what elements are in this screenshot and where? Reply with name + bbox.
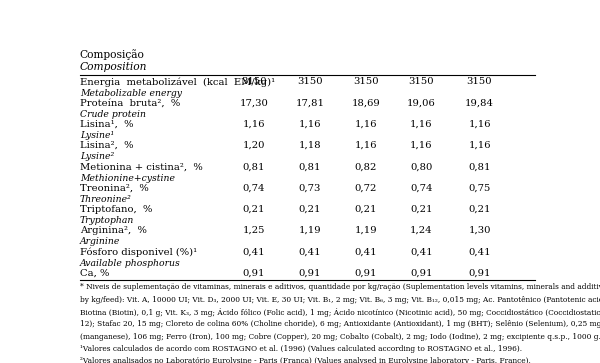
Text: (manganese), 106 mg; Ferro (Iron), 100 mg; Cobre (Copper), 20 mg; Cobalto (Cobal: (manganese), 106 mg; Ferro (Iron), 100 m…	[80, 333, 600, 340]
Text: 1,16: 1,16	[243, 120, 265, 129]
Text: 3150: 3150	[467, 77, 493, 86]
Text: 1,16: 1,16	[410, 141, 433, 150]
Text: 19,84: 19,84	[465, 99, 494, 107]
Text: 0,91: 0,91	[355, 269, 377, 278]
Text: Biotina (Biotin), 0,1 g; Vit. K₃, 3 mg; Ácido fólico (Folic acid), 1 mg; Ácido n: Biotina (Biotin), 0,1 g; Vit. K₃, 3 mg; …	[80, 308, 600, 317]
Text: 3150: 3150	[297, 77, 323, 86]
Text: 0,91: 0,91	[469, 269, 491, 278]
Text: 17,30: 17,30	[239, 99, 268, 107]
Text: 17,81: 17,81	[295, 99, 325, 107]
Text: 0,21: 0,21	[243, 205, 265, 214]
Text: Metabolizable energy: Metabolizable energy	[80, 89, 182, 98]
Text: Treonina²,  %: Treonina², %	[80, 184, 148, 193]
Text: 0,91: 0,91	[410, 269, 433, 278]
Text: 1,16: 1,16	[469, 120, 491, 129]
Text: 1,24: 1,24	[410, 226, 433, 235]
Text: 12); Stafac 20, 15 mg; Cloreto de colina 60% (Choline choride), 6 mg; Antioxidan: 12); Stafac 20, 15 mg; Cloreto de colina…	[80, 320, 600, 328]
Text: 0,41: 0,41	[468, 247, 491, 256]
Text: 1,18: 1,18	[299, 141, 321, 150]
Text: 3150: 3150	[409, 77, 434, 86]
Text: Proteína  bruta²,  %: Proteína bruta², %	[80, 99, 180, 107]
Text: 0,81: 0,81	[243, 162, 265, 171]
Text: 1,19: 1,19	[355, 226, 377, 235]
Text: 1,19: 1,19	[299, 226, 321, 235]
Text: Energia  metabolizável  (kcal  EM/kg)¹: Energia metabolizável (kcal EM/kg)¹	[80, 77, 275, 87]
Text: 0,41: 0,41	[243, 247, 265, 256]
Text: 1,20: 1,20	[243, 141, 265, 150]
Text: Metionina + cistina²,  %: Metionina + cistina², %	[80, 162, 202, 171]
Text: 1,16: 1,16	[355, 120, 377, 129]
Text: Lysine¹: Lysine¹	[80, 131, 114, 140]
Text: 0,81: 0,81	[469, 162, 491, 171]
Text: 1,25: 1,25	[243, 226, 265, 235]
Text: 0,91: 0,91	[243, 269, 265, 278]
Text: 0,41: 0,41	[355, 247, 377, 256]
Text: 0,91: 0,91	[299, 269, 321, 278]
Text: Crude protein: Crude protein	[80, 110, 146, 119]
Text: * Niveis de suplementação de vitaminas, minerais e aditivos, quantidade por kg/r: * Niveis de suplementação de vitaminas, …	[80, 284, 600, 291]
Text: ¹Valores calculados de acordo com ROSTAGNO et al. (1996) (Values calculated acco: ¹Valores calculados de acordo com ROSTAG…	[80, 345, 522, 353]
Text: ²Valores analisados no Laboratório Eurolysine - Paris (França) (Values analysed : ²Valores analisados no Laboratório Eurol…	[80, 357, 530, 363]
Text: 0,41: 0,41	[299, 247, 321, 256]
Text: 0,75: 0,75	[469, 184, 491, 193]
Text: 1,16: 1,16	[355, 141, 377, 150]
Text: Lysine²: Lysine²	[80, 152, 114, 161]
Text: Threonine²: Threonine²	[80, 195, 131, 204]
Text: Arginine: Arginine	[80, 237, 120, 246]
Text: 0,74: 0,74	[243, 184, 265, 193]
Text: Methionine+cystine: Methionine+cystine	[80, 174, 175, 183]
Text: 0,74: 0,74	[410, 184, 433, 193]
Text: 0,21: 0,21	[355, 205, 377, 214]
Text: 1,16: 1,16	[410, 120, 433, 129]
Text: Ca, %: Ca, %	[80, 269, 109, 278]
Text: 0,73: 0,73	[299, 184, 321, 193]
Text: 0,72: 0,72	[355, 184, 377, 193]
Text: 1,16: 1,16	[299, 120, 321, 129]
Text: Lisina¹,  %: Lisina¹, %	[80, 120, 133, 129]
Text: 0,41: 0,41	[410, 247, 433, 256]
Text: Lisina²,  %: Lisina², %	[80, 141, 133, 150]
Text: Available phosphorus: Available phosphorus	[80, 258, 181, 268]
Text: 3150: 3150	[353, 77, 379, 86]
Text: 0,80: 0,80	[410, 162, 433, 171]
Text: 0,21: 0,21	[410, 205, 433, 214]
Text: 0,81: 0,81	[299, 162, 321, 171]
Text: Fósforo disponivel (%)¹: Fósforo disponivel (%)¹	[80, 247, 197, 257]
Text: 1,30: 1,30	[469, 226, 491, 235]
Text: 18,69: 18,69	[351, 99, 380, 107]
Text: 0,21: 0,21	[299, 205, 321, 214]
Text: Composition: Composition	[80, 62, 147, 72]
Text: Tryptophan: Tryptophan	[80, 216, 134, 225]
Text: 0,21: 0,21	[469, 205, 491, 214]
Text: 1,16: 1,16	[469, 141, 491, 150]
Text: Triptofano,  %: Triptofano, %	[80, 205, 152, 214]
Text: Arginina²,  %: Arginina², %	[80, 226, 146, 235]
Text: 3150: 3150	[241, 77, 267, 86]
Text: 0,82: 0,82	[355, 162, 377, 171]
Text: Composição: Composição	[80, 49, 145, 60]
Text: 19,06: 19,06	[407, 99, 436, 107]
Text: by kg/feed): Vit. A, 10000 UI; Vit. D₃, 2000 UI; Vit. E, 30 UI; Vit. B₁, 2 mg; V: by kg/feed): Vit. A, 10000 UI; Vit. D₃, …	[80, 296, 600, 304]
